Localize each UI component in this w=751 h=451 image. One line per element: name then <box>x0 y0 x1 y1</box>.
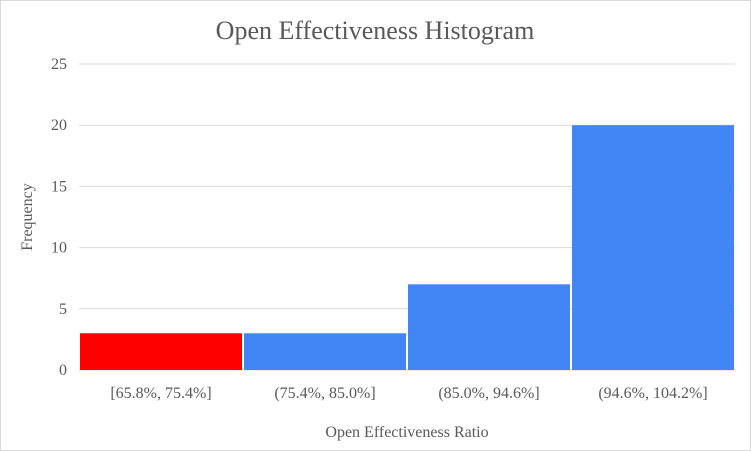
bar-layer <box>80 125 734 370</box>
y-tick-label: 10 <box>51 240 67 257</box>
axis-layer: 0 5 10 15 20 25 [65.8%, 75.4%] (75.4%, 85.0%] (8… <box>51 56 708 402</box>
histogram-bar <box>408 284 570 370</box>
y-axis-title: Frequency <box>19 183 36 251</box>
x-tick-label: (75.4%, 85.0%] <box>274 385 375 402</box>
chart-title: Open Effectiveness Histogram <box>216 16 535 45</box>
y-tick-label: 5 <box>59 301 67 318</box>
histogram-bar <box>572 125 734 370</box>
x-tick-label: [65.8%, 75.4%] <box>110 385 211 402</box>
histogram-bar <box>244 333 406 370</box>
histogram-bar <box>80 333 242 370</box>
y-tick-label: 20 <box>51 117 67 134</box>
y-tick-label: 25 <box>51 56 67 73</box>
y-tick-label: 0 <box>59 362 67 379</box>
x-axis-title: Open Effectiveness Ratio <box>325 424 488 441</box>
x-tick-label: (94.6%, 104.2%] <box>598 385 707 402</box>
y-tick-label: 15 <box>51 178 67 195</box>
x-tick-label: (85.0%, 94.6%] <box>438 385 539 402</box>
